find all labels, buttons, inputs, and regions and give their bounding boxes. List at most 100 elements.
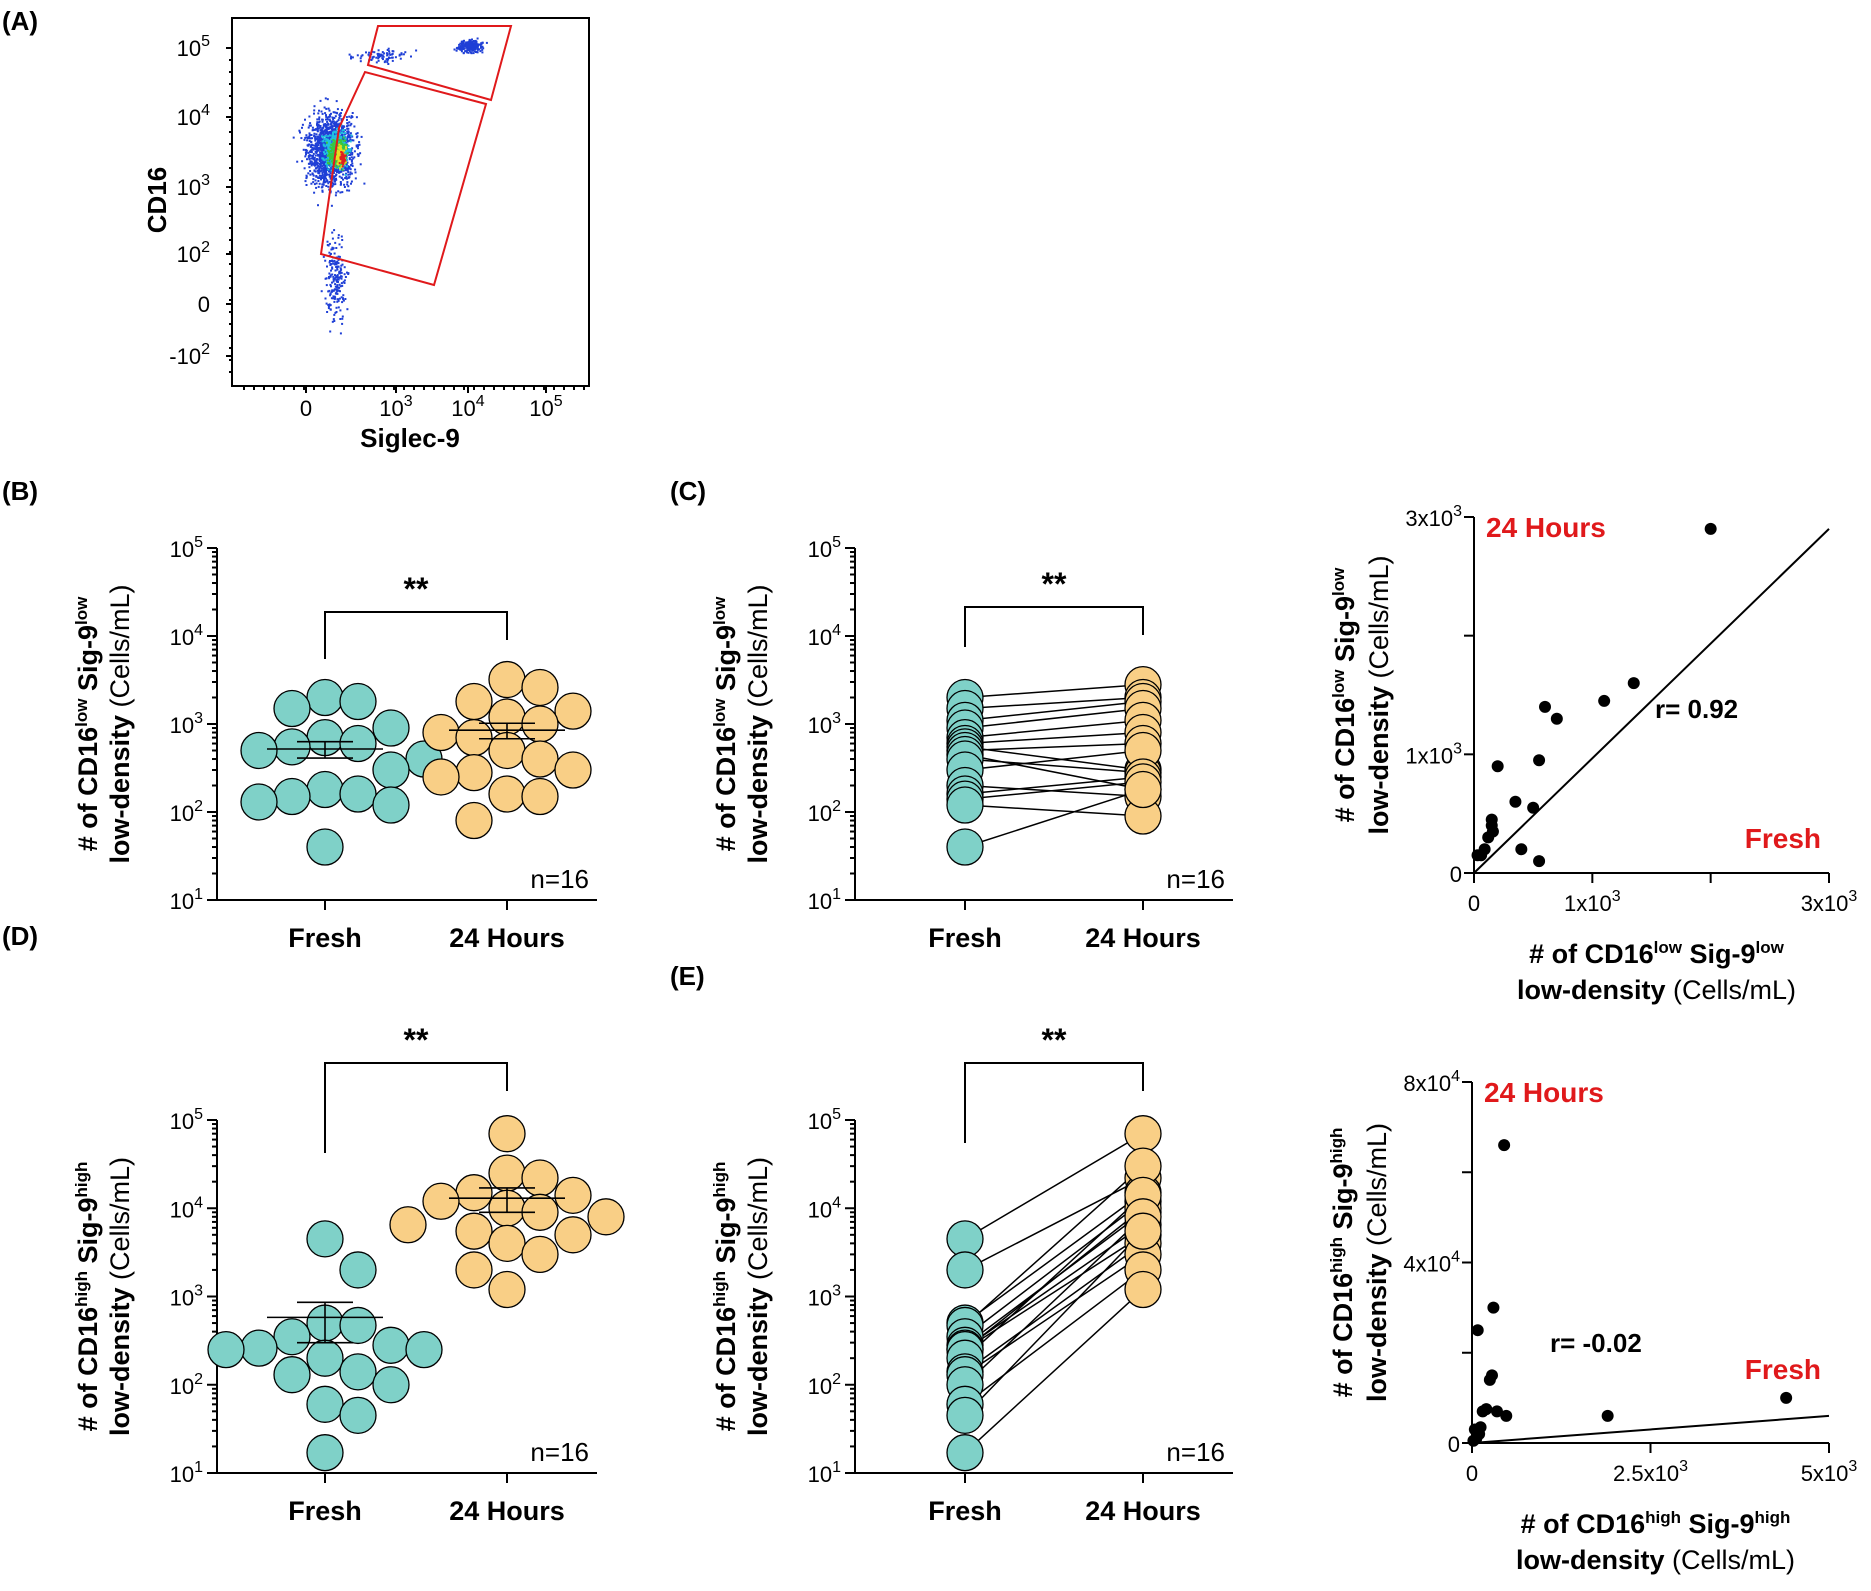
y-tick-label-exp: 1 — [832, 886, 841, 903]
y-tick-label-base: 10 — [170, 625, 194, 650]
flow-event — [455, 49, 458, 52]
flow-event — [345, 172, 347, 175]
flow-event — [317, 180, 320, 182]
flow-event — [325, 284, 328, 287]
flow-event — [467, 45, 470, 48]
flow-event — [333, 149, 336, 152]
y-tick-label: 104 — [808, 622, 841, 650]
flow-event — [355, 116, 358, 119]
flow-event — [350, 160, 353, 163]
flow-event — [308, 166, 311, 169]
flow-event — [346, 158, 349, 161]
flow-event — [333, 288, 336, 291]
flow-event — [316, 150, 318, 153]
fresh-point — [339, 1396, 377, 1435]
flow-event — [330, 123, 333, 126]
y-tick-label-base: 10 — [808, 1197, 832, 1222]
flow-event — [332, 297, 335, 300]
fresh-point — [240, 1329, 278, 1367]
flow-event — [365, 51, 367, 54]
y-tick-label-base: 10 — [808, 537, 832, 562]
hours24-point — [422, 713, 460, 752]
flow-event — [323, 148, 326, 151]
flow-event — [347, 185, 350, 188]
flow-event — [307, 126, 310, 129]
flow-event — [340, 149, 343, 151]
y-tick-label: 101 — [808, 886, 841, 914]
flow-event — [326, 138, 329, 141]
flow-event — [335, 166, 338, 169]
flow-event — [326, 154, 329, 157]
flow-event — [316, 123, 319, 125]
flow-event — [346, 118, 348, 121]
flow-event — [346, 189, 349, 192]
flow-event — [339, 191, 342, 194]
flow-event — [329, 274, 332, 277]
fresh-point — [339, 682, 377, 721]
flow-event — [318, 168, 321, 171]
flow-event — [331, 143, 334, 145]
flow-event — [318, 157, 321, 160]
hours24-point — [455, 754, 493, 792]
flow-event — [319, 151, 322, 154]
fresh-point — [339, 1306, 377, 1345]
flow-event — [348, 158, 351, 161]
flow-event — [340, 166, 343, 169]
flow-event — [298, 129, 301, 132]
flow-event — [340, 176, 343, 179]
flow-event — [329, 146, 332, 149]
flow-event — [336, 149, 339, 152]
y-label-part: Sig-9 — [1330, 596, 1360, 670]
x-tick-label: 5x103 — [1801, 1458, 1858, 1486]
flow-event — [386, 52, 388, 55]
flow-event — [322, 146, 325, 149]
flow-event — [351, 112, 354, 114]
fresh-point — [372, 1326, 410, 1364]
flow-event — [333, 252, 336, 255]
flow-event — [340, 277, 343, 280]
flow-event — [336, 171, 338, 173]
flow-event — [353, 125, 356, 128]
flow-event — [318, 171, 321, 174]
flow-event — [326, 159, 329, 162]
flow-event — [327, 141, 330, 144]
flow-event — [333, 111, 336, 114]
flow-event — [339, 332, 342, 335]
flow-event — [360, 135, 363, 138]
flow-event — [335, 263, 338, 266]
flow-event — [328, 126, 331, 129]
flow-event — [317, 121, 320, 124]
flow-event — [307, 172, 310, 175]
flow-event — [339, 267, 342, 270]
flow-event — [337, 234, 340, 237]
flow-event — [314, 154, 317, 157]
flow-event — [356, 54, 359, 57]
flow-event — [338, 165, 341, 167]
flow-event — [337, 153, 340, 156]
flow-event — [340, 246, 343, 249]
flow-event — [300, 137, 303, 140]
flow-event — [317, 176, 319, 179]
label-fresh: Fresh — [1745, 1354, 1821, 1385]
flow-event — [341, 315, 344, 318]
flow-event — [346, 161, 349, 164]
flow-event — [328, 118, 331, 121]
panel-label-e: (E) — [670, 961, 705, 991]
flow-event — [307, 143, 310, 146]
flow-event — [336, 169, 339, 172]
x-tick-label: Fresh — [928, 1496, 1002, 1526]
y-tick-label: 4x104 — [1403, 1249, 1460, 1277]
flow-event — [335, 100, 338, 103]
flow-event — [325, 123, 328, 126]
flow-event — [381, 51, 384, 54]
y-tick-label-exp: 5 — [832, 534, 841, 551]
correlation-point — [1627, 677, 1640, 690]
flow-event — [346, 152, 349, 155]
flow-event — [336, 127, 338, 130]
flow-event — [360, 55, 363, 58]
flow-event — [337, 165, 340, 168]
flow-event — [325, 174, 328, 177]
flow-event — [353, 150, 356, 153]
flow-event — [330, 130, 333, 133]
flow-event — [328, 170, 330, 173]
